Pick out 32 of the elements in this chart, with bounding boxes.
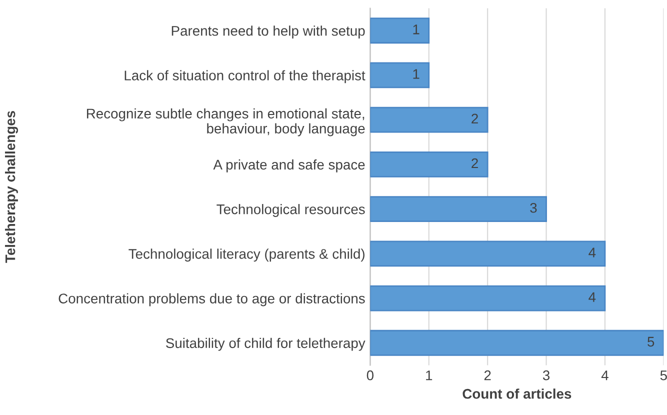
y-tick-label: Technological resources	[216, 204, 365, 217]
data-label: 1	[413, 24, 420, 34]
x-tick-label: 0	[366, 370, 374, 380]
data-label: 4	[588, 248, 596, 258]
data-label: 5	[648, 336, 654, 347]
x-tick-label: 3	[542, 370, 550, 380]
bar	[370, 285, 606, 312]
y-tick-label: A private and safe space	[213, 159, 365, 172]
x-tick-label: 5	[660, 370, 667, 380]
y-tick-label: Lack of situation control of the therapist	[124, 70, 366, 84]
y-tick-label: Concentration problems due to age or distractions	[58, 293, 365, 306]
x-tick-label: 4	[601, 370, 608, 380]
bar	[370, 240, 606, 267]
bar	[370, 106, 488, 133]
bar	[370, 330, 664, 356]
bar	[370, 151, 488, 178]
x-tick-label: 1	[426, 370, 432, 380]
data-label: 1	[413, 69, 420, 79]
x-tick-label: 2	[484, 370, 491, 380]
y-tick-label: Parents need to help with setup	[172, 26, 365, 39]
data-label: 3	[530, 202, 537, 213]
bar	[370, 62, 430, 88]
y-tick-label: Technological literacy (parents & child)	[128, 248, 364, 262]
data-label: 2	[472, 158, 478, 168]
bar	[370, 18, 430, 44]
data-label: 4	[588, 292, 596, 302]
bar	[370, 196, 547, 222]
y-tick-label: Recognize subtle changes in emotional state, behaviour, body language	[86, 108, 365, 136]
y-axis-title: Teletherapy challenges	[5, 111, 18, 263]
x-axis-title: Count of articles	[462, 388, 572, 399]
data-label: 2	[472, 114, 478, 124]
y-tick-label: Suitability of child for teletherapy	[166, 338, 366, 351]
